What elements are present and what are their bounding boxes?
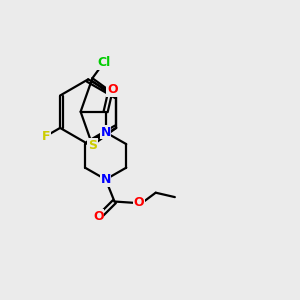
Text: N: N: [100, 126, 111, 139]
Text: Cl: Cl: [97, 56, 110, 69]
Text: O: O: [93, 210, 104, 223]
Text: O: O: [134, 196, 144, 209]
Text: N: N: [100, 173, 111, 186]
Text: O: O: [107, 83, 118, 96]
Text: S: S: [88, 139, 97, 152]
Text: F: F: [42, 130, 50, 142]
